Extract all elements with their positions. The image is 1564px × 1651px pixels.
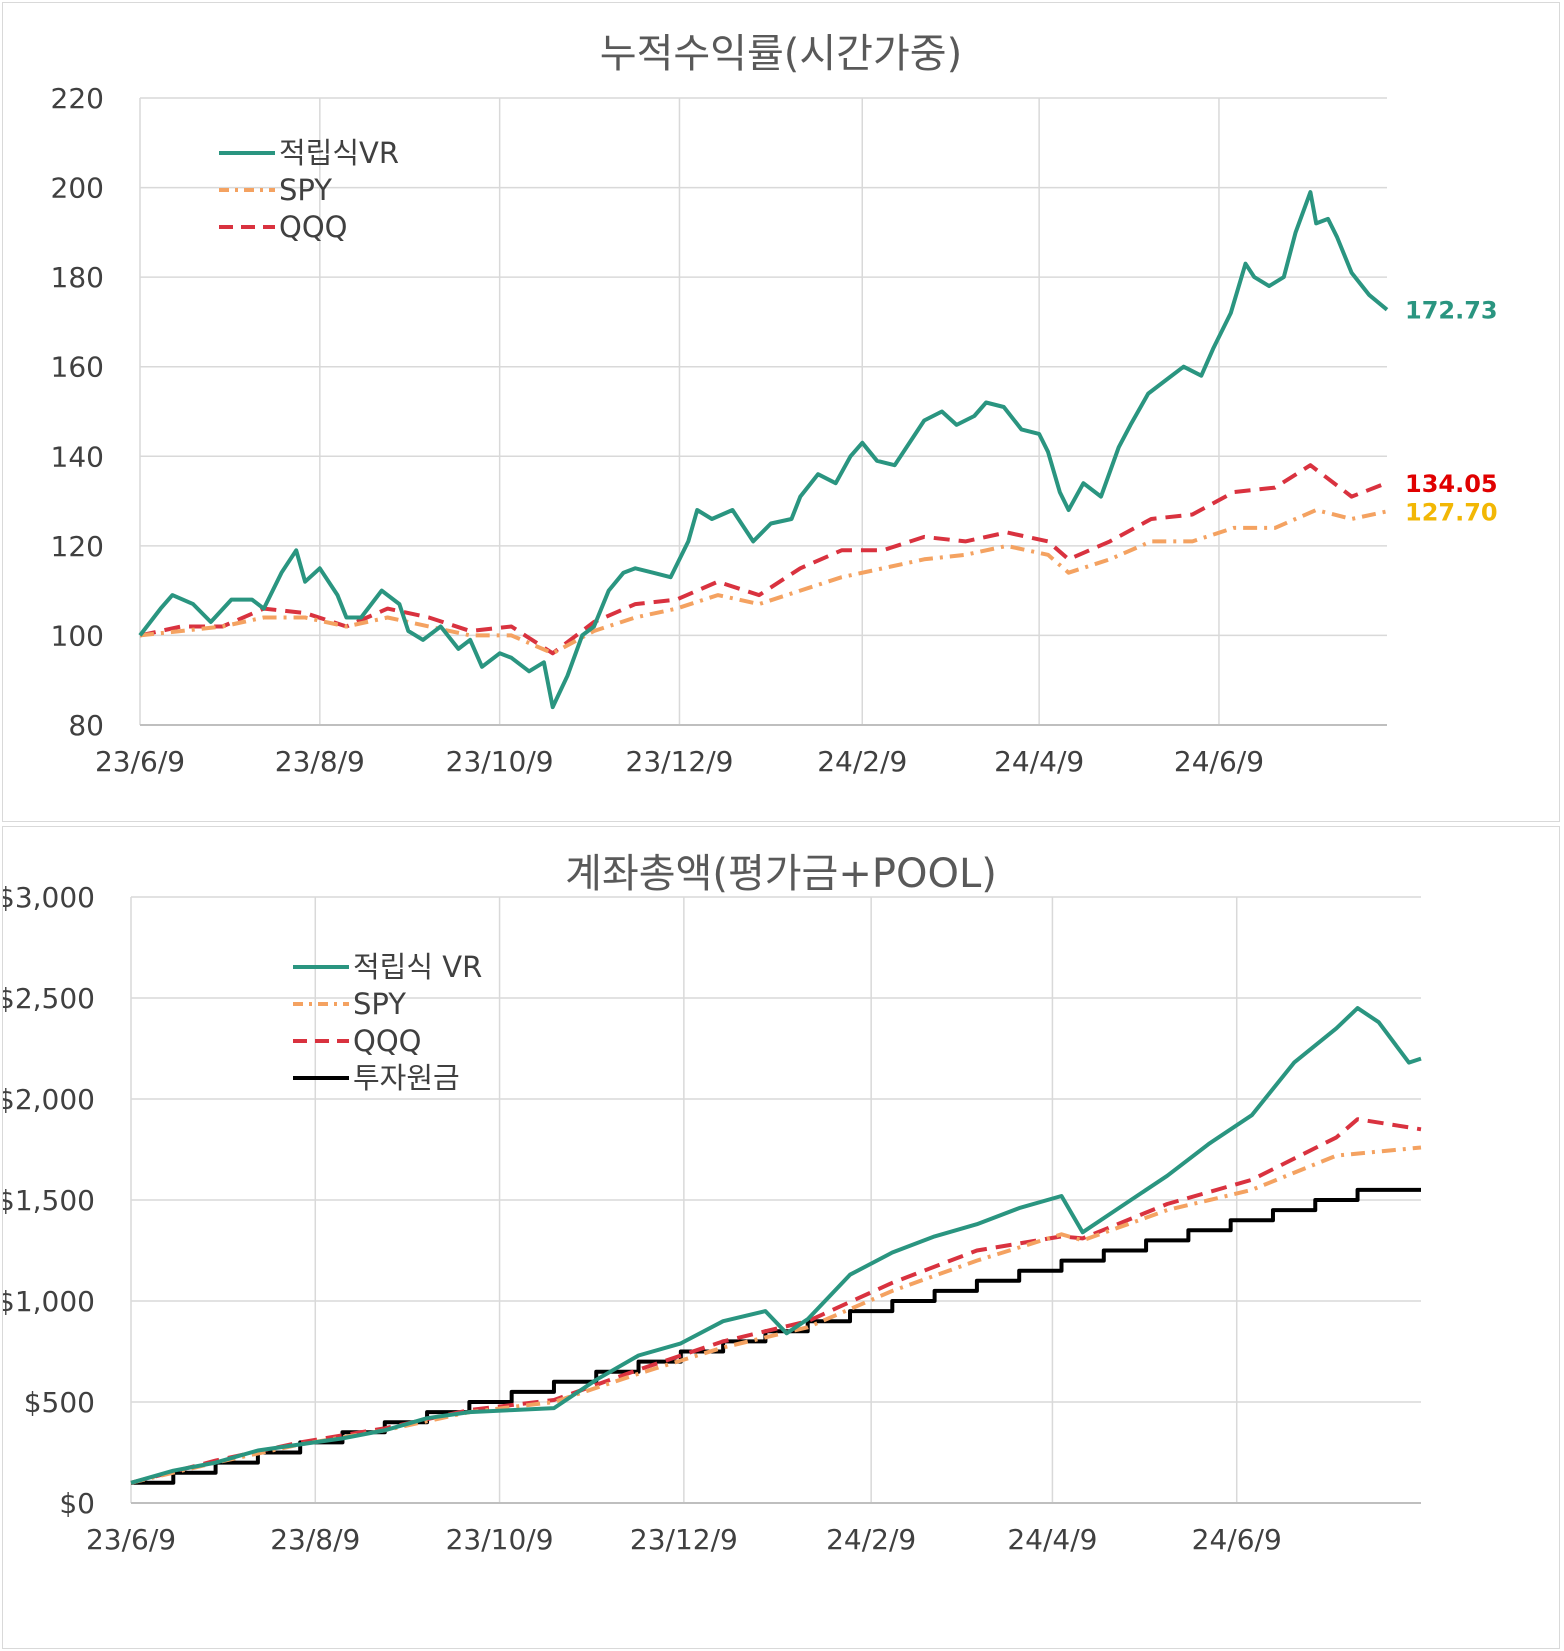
y-tick-label: $2,500 xyxy=(3,982,95,1015)
y-tick-label: 160 xyxy=(51,351,104,384)
x-tick-label: 23/8/9 xyxy=(275,745,365,778)
legend-label: 적립식VR xyxy=(279,136,399,170)
x-tick-label: 23/10/9 xyxy=(446,745,554,778)
x-tick-label: 23/8/9 xyxy=(270,1523,360,1556)
y-tick-label: 200 xyxy=(51,172,104,205)
y-tick-label: $500 xyxy=(24,1386,95,1419)
x-tick-label: 23/12/9 xyxy=(630,1523,738,1556)
x-tick-label: 23/12/9 xyxy=(626,745,734,778)
y-tick-label: $2,000 xyxy=(3,1083,95,1116)
x-tick-label: 23/10/9 xyxy=(446,1523,554,1556)
legend-label: 투자원금 xyxy=(353,1061,460,1095)
cumulative-return-chart: 누적수익률(시간가중) 80 100 120 140 160 180 200 220 23/6/… xyxy=(51,31,1498,778)
y-tick-label: $1,000 xyxy=(3,1285,95,1318)
cumulative-return-chart-panel: 누적수익률(시간가중) 80 100 120 140 160 180 200 220 23/6/… xyxy=(2,2,1560,822)
series-line-2 xyxy=(130,1117,1422,1485)
x-tick-label: 24/4/9 xyxy=(1007,1523,1097,1556)
chart-title: 누적수익률(시간가중) xyxy=(600,31,962,77)
y-tick-label: 100 xyxy=(51,619,104,652)
series-line-1 xyxy=(130,1145,1422,1485)
series-end-label: 172.73 xyxy=(1405,297,1498,325)
series-end-label: 127.70 xyxy=(1405,498,1498,526)
x-tick-label: 24/2/9 xyxy=(817,745,907,778)
chart-title: 계좌총액(평가금+POOL) xyxy=(565,851,997,897)
legend-label: QQQ xyxy=(279,210,347,244)
x-tick-label: 24/2/9 xyxy=(826,1523,916,1556)
legend-label: SPY xyxy=(279,173,332,207)
y-tick-label: 120 xyxy=(51,530,104,563)
y-tick-label: $3,000 xyxy=(3,881,95,914)
y-tick-label: $0 xyxy=(59,1487,95,1520)
y-tick-label: 180 xyxy=(51,261,104,294)
legend-label: QQQ xyxy=(353,1024,421,1058)
x-tick-label: 24/6/9 xyxy=(1192,1523,1282,1556)
y-tick-label: 220 xyxy=(51,82,104,115)
legend-label: 적립식 VR xyxy=(353,950,482,984)
x-tick-label: 24/6/9 xyxy=(1174,745,1264,778)
x-tick-label: 24/4/9 xyxy=(994,745,1084,778)
account-total-chart-panel: 계좌총액(평가금+POOL) $0 $500 $1,000 $1,500 $2,000 $… xyxy=(2,826,1560,1649)
legend-label: SPY xyxy=(353,987,406,1021)
gridlines xyxy=(130,896,1421,1504)
y-tick-label: $1,500 xyxy=(3,1184,95,1217)
series-line-1 xyxy=(139,508,1388,656)
series-line-2 xyxy=(139,463,1388,656)
x-tick-label: 23/6/9 xyxy=(95,745,185,778)
y-tick-label: 80 xyxy=(68,709,104,742)
account-total-chart: 계좌총액(평가금+POOL) $0 $500 $1,000 $1,500 $2,000 $… xyxy=(3,851,1422,1556)
series-line-0 xyxy=(138,190,1389,710)
series-line-0 xyxy=(130,1006,1422,1485)
y-tick-label: 140 xyxy=(51,440,104,473)
x-tick-label: 23/6/9 xyxy=(86,1523,176,1556)
series-end-label: 134.05 xyxy=(1405,470,1498,498)
gridlines xyxy=(139,97,1387,726)
